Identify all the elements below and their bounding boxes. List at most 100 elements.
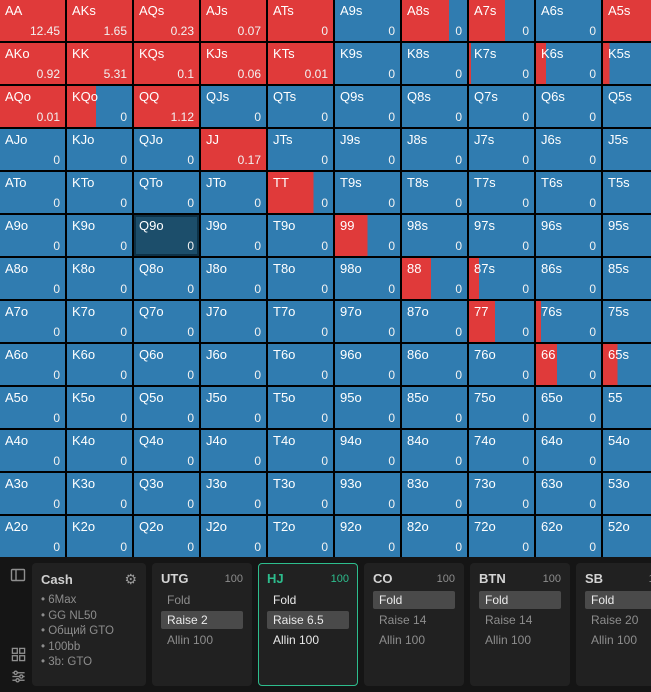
hand-cell-T8o[interactable]: T8o 0 [268, 258, 333, 299]
position-card-co[interactable]: CO 100 Fold Raise 14 Allin 100 [364, 563, 464, 686]
hand-cell-Q9o[interactable]: Q9o 0 [134, 215, 199, 256]
hand-cell-77[interactable]: 77 0 [469, 301, 534, 342]
action-raise-20[interactable]: Raise 20 [591, 613, 639, 627]
hand-cell-96s[interactable]: 96s 0 [536, 215, 601, 256]
hand-cell-93o[interactable]: 93o 0 [335, 473, 400, 514]
hand-cell-K2o[interactable]: K2o 0 [67, 516, 132, 557]
hand-cell-T4o[interactable]: T4o 0 [268, 430, 333, 471]
hand-cell-KK[interactable]: KK 5.31 [67, 43, 132, 84]
hand-cell-87o[interactable]: 87o 0 [402, 301, 467, 342]
hand-cell-A4o[interactable]: A4o 0 [0, 430, 65, 471]
action-fold[interactable]: Fold [585, 591, 651, 609]
hand-cell-Q8s[interactable]: Q8s 0 [402, 86, 467, 127]
hand-cell-JTs[interactable]: JTs 0 [268, 129, 333, 170]
hand-cell-AKo[interactable]: AKo 0.92 [0, 43, 65, 84]
hand-cell-86s[interactable]: 86s 0 [536, 258, 601, 299]
hand-cell-Q5o[interactable]: Q5o 0 [134, 387, 199, 428]
hand-cell-62o[interactable]: 62o 0 [536, 516, 601, 557]
hand-cell-TT[interactable]: TT 0 [268, 172, 333, 213]
hand-cell-92o[interactable]: 92o 0 [335, 516, 400, 557]
hand-cell-AKs[interactable]: AKs 1.65 [67, 0, 132, 41]
hand-cell-KQo[interactable]: KQo 0 [67, 86, 132, 127]
hand-cell-AA[interactable]: AA 12.45 [0, 0, 65, 41]
hand-cell-K6s[interactable]: K6s 0 [536, 43, 601, 84]
hand-cell-73o[interactable]: 73o 0 [469, 473, 534, 514]
layout-panel-icon[interactable] [10, 567, 26, 583]
hand-cell-Q6s[interactable]: Q6s 0 [536, 86, 601, 127]
hand-cell-98s[interactable]: 98s 0 [402, 215, 467, 256]
hand-cell-A6o[interactable]: A6o 0 [0, 344, 65, 385]
hand-cell-J3o[interactable]: J3o 0 [201, 473, 266, 514]
hand-cell-53o[interactable]: 53o0 [603, 473, 651, 514]
hand-cell-A6s[interactable]: A6s 0 [536, 0, 601, 41]
hand-cell-99[interactable]: 99 0 [335, 215, 400, 256]
hand-cell-Q7s[interactable]: Q7s 0 [469, 86, 534, 127]
position-card-utg[interactable]: UTG 100 Fold Raise 2 Allin 100 [152, 563, 252, 686]
hand-cell-T6s[interactable]: T6s 0 [536, 172, 601, 213]
hand-cell-Q8o[interactable]: Q8o 0 [134, 258, 199, 299]
action-allin-100[interactable]: Allin 100 [591, 633, 638, 647]
action-raise-6-5[interactable]: Raise 6.5 [267, 611, 349, 629]
hand-cell-K8o[interactable]: K8o 0 [67, 258, 132, 299]
action-fold[interactable]: Fold [167, 593, 191, 607]
hand-cell-96o[interactable]: 96o 0 [335, 344, 400, 385]
hand-cell-J8s[interactable]: J8s 0 [402, 129, 467, 170]
action-fold[interactable]: Fold [273, 593, 297, 607]
hand-cell-A9s[interactable]: A9s 0 [335, 0, 400, 41]
hand-cell-A3o[interactable]: A3o 0 [0, 473, 65, 514]
action-fold[interactable]: Fold [373, 591, 455, 609]
hand-cell-64o[interactable]: 64o 0 [536, 430, 601, 471]
hand-cell-QTs[interactable]: QTs 0 [268, 86, 333, 127]
hand-cell-K5s[interactable]: K5s0 [603, 43, 651, 84]
hand-cell-KTo[interactable]: KTo 0 [67, 172, 132, 213]
hand-cell-K7s[interactable]: K7s 0 [469, 43, 534, 84]
hand-cell-87s[interactable]: 87s 0 [469, 258, 534, 299]
hand-cell-55[interactable]: 550 [603, 387, 651, 428]
hand-cell-K3o[interactable]: K3o 0 [67, 473, 132, 514]
hand-cell-72o[interactable]: 72o 0 [469, 516, 534, 557]
hand-cell-54o[interactable]: 54o0 [603, 430, 651, 471]
hand-cell-85s[interactable]: 85s0 [603, 258, 651, 299]
hand-cell-65o[interactable]: 65o 0 [536, 387, 601, 428]
hand-cell-ATo[interactable]: ATo 0 [0, 172, 65, 213]
hand-cell-A5s[interactable]: A5s0 [603, 0, 651, 41]
hand-cell-86o[interactable]: 86o 0 [402, 344, 467, 385]
hand-cell-76s[interactable]: 76s 0 [536, 301, 601, 342]
hand-cell-94o[interactable]: 94o 0 [335, 430, 400, 471]
hand-cell-QQ[interactable]: QQ 1.12 [134, 86, 199, 127]
hand-cell-K5o[interactable]: K5o 0 [67, 387, 132, 428]
hand-cell-76o[interactable]: 76o 0 [469, 344, 534, 385]
action-raise-14[interactable]: Raise 14 [485, 613, 533, 627]
hand-cell-KJo[interactable]: KJo 0 [67, 129, 132, 170]
action-raise-2[interactable]: Raise 2 [161, 611, 243, 629]
hand-cell-KJs[interactable]: KJs 0.06 [201, 43, 266, 84]
hand-cell-98o[interactable]: 98o 0 [335, 258, 400, 299]
hand-cell-63o[interactable]: 63o 0 [536, 473, 601, 514]
hand-cell-52o[interactable]: 52o0 [603, 516, 651, 557]
hand-cell-J4o[interactable]: J4o 0 [201, 430, 266, 471]
hand-cell-KTs[interactable]: KTs 0.01 [268, 43, 333, 84]
hand-cell-A7o[interactable]: A7o 0 [0, 301, 65, 342]
hand-cell-J9o[interactable]: J9o 0 [201, 215, 266, 256]
hand-cell-K9o[interactable]: K9o 0 [67, 215, 132, 256]
hand-cell-A9o[interactable]: A9o 0 [0, 215, 65, 256]
hand-cell-Q9s[interactable]: Q9s 0 [335, 86, 400, 127]
hand-cell-ATs[interactable]: ATs 0 [268, 0, 333, 41]
hand-cell-95s[interactable]: 95s0 [603, 215, 651, 256]
hand-cell-JJ[interactable]: JJ 0.17 [201, 129, 266, 170]
hand-cell-T7o[interactable]: T7o 0 [268, 301, 333, 342]
hand-cell-T9s[interactable]: T9s 0 [335, 172, 400, 213]
hand-cell-T5o[interactable]: T5o 0 [268, 387, 333, 428]
hand-cell-T2o[interactable]: T2o 0 [268, 516, 333, 557]
hand-cell-T9o[interactable]: T9o 0 [268, 215, 333, 256]
hand-cell-J5s[interactable]: J5s0 [603, 129, 651, 170]
hand-cell-97o[interactable]: 97o 0 [335, 301, 400, 342]
hand-cell-A8o[interactable]: A8o 0 [0, 258, 65, 299]
hand-cell-JTo[interactable]: JTo 0 [201, 172, 266, 213]
hand-cell-75s[interactable]: 75s0 [603, 301, 651, 342]
hand-cell-K7o[interactable]: K7o 0 [67, 301, 132, 342]
hand-cell-A8s[interactable]: A8s 0 [402, 0, 467, 41]
hand-cell-Q5s[interactable]: Q5s0 [603, 86, 651, 127]
hand-cell-T5s[interactable]: T5s0 [603, 172, 651, 213]
action-fold[interactable]: Fold [479, 591, 561, 609]
